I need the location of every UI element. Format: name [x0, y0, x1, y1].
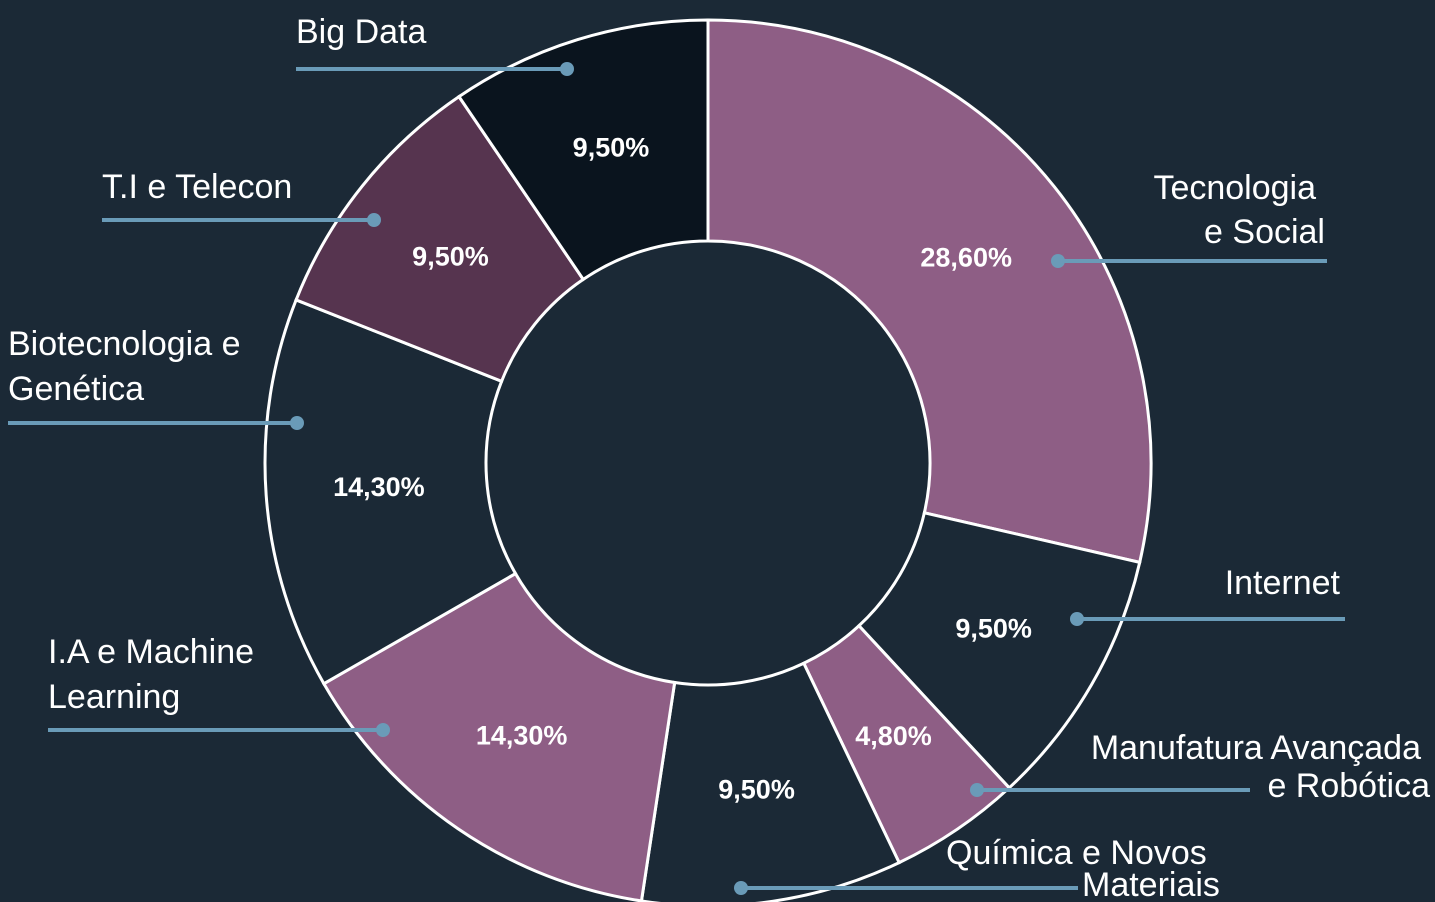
leader-dot — [1051, 254, 1065, 268]
leader-dot — [1070, 612, 1084, 626]
value-label: 4,80% — [855, 721, 932, 751]
category-label-line: Genética — [8, 370, 144, 408]
donut-segment — [706, 18, 1153, 565]
value-label: 9,50% — [955, 613, 1032, 643]
value-label: 14,30% — [476, 720, 568, 750]
donut-segment — [294, 94, 586, 384]
category-label-line: Manufatura Avançada — [1091, 729, 1421, 767]
category-label-line: Internet — [1225, 564, 1341, 602]
leader-dot — [560, 62, 574, 76]
category-label: Manufatura Avançada e Robótica — [1091, 729, 1430, 805]
category-label-line: e Robótica — [1267, 767, 1430, 805]
category-label: I.A e Machine Learning — [48, 633, 254, 716]
donut-segment — [263, 297, 518, 686]
category-label-line: I.A e Machine — [48, 633, 254, 671]
category-label: Química e Novos Materiais — [946, 834, 1220, 902]
value-label: 9,50% — [718, 774, 795, 804]
category-label-line: Química e Novos — [946, 834, 1207, 872]
category-label-line: Big Data — [296, 13, 426, 51]
category-label: Tecnologia e Social — [1153, 169, 1325, 251]
category-label-line: e Social — [1204, 213, 1325, 251]
category-label: Big Data — [296, 13, 426, 51]
donut-segment — [321, 571, 677, 902]
category-label: Internet — [1225, 564, 1341, 602]
leader-dot — [367, 213, 381, 227]
category-label-line: Materiais — [1082, 866, 1220, 902]
donut-segment — [456, 18, 710, 282]
category-label: Biotecnologia e Genética — [8, 325, 241, 408]
value-label: 9,50% — [412, 242, 489, 272]
value-label: 9,50% — [573, 133, 650, 163]
leader-dot — [290, 416, 304, 430]
category-label-line: Biotecnologia e — [8, 325, 241, 363]
category-label-line: Learning — [48, 678, 180, 716]
leader-dot — [734, 881, 748, 895]
leader-dot — [376, 723, 390, 737]
donut-segment — [856, 510, 1142, 790]
category-label-line: Tecnologia — [1153, 169, 1316, 207]
leader-dot — [970, 783, 984, 797]
category-label-line: T.I e Telecon — [102, 168, 292, 206]
category-label: T.I e Telecon — [102, 168, 292, 206]
value-label: 28,60% — [920, 242, 1012, 272]
value-label: 14,30% — [333, 472, 425, 502]
